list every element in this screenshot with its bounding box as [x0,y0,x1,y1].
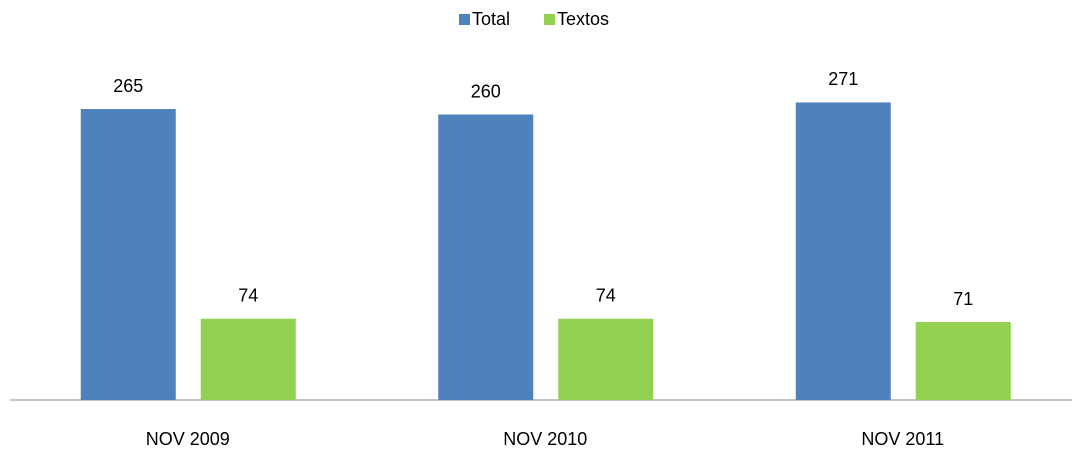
bar [438,114,534,401]
data-label: 74 [596,285,616,305]
bar [558,318,654,400]
legend-label: Textos [557,9,609,29]
data-label: 260 [471,81,501,101]
x-tick-label: NOV 2011 [861,429,944,449]
bar [795,102,891,400]
data-label: 271 [828,69,858,89]
x-tick-label: NOV 2010 [503,429,587,449]
data-label: 265 [113,76,143,96]
bar [915,322,1011,400]
legend-swatch [459,14,470,25]
legend-label: Total [472,9,510,29]
x-tick-label: NOV 2009 [146,429,230,449]
data-label: 74 [238,285,258,305]
legend-swatch [544,14,555,25]
data-label: 71 [953,289,973,309]
bar [200,318,296,400]
bar [80,109,176,400]
